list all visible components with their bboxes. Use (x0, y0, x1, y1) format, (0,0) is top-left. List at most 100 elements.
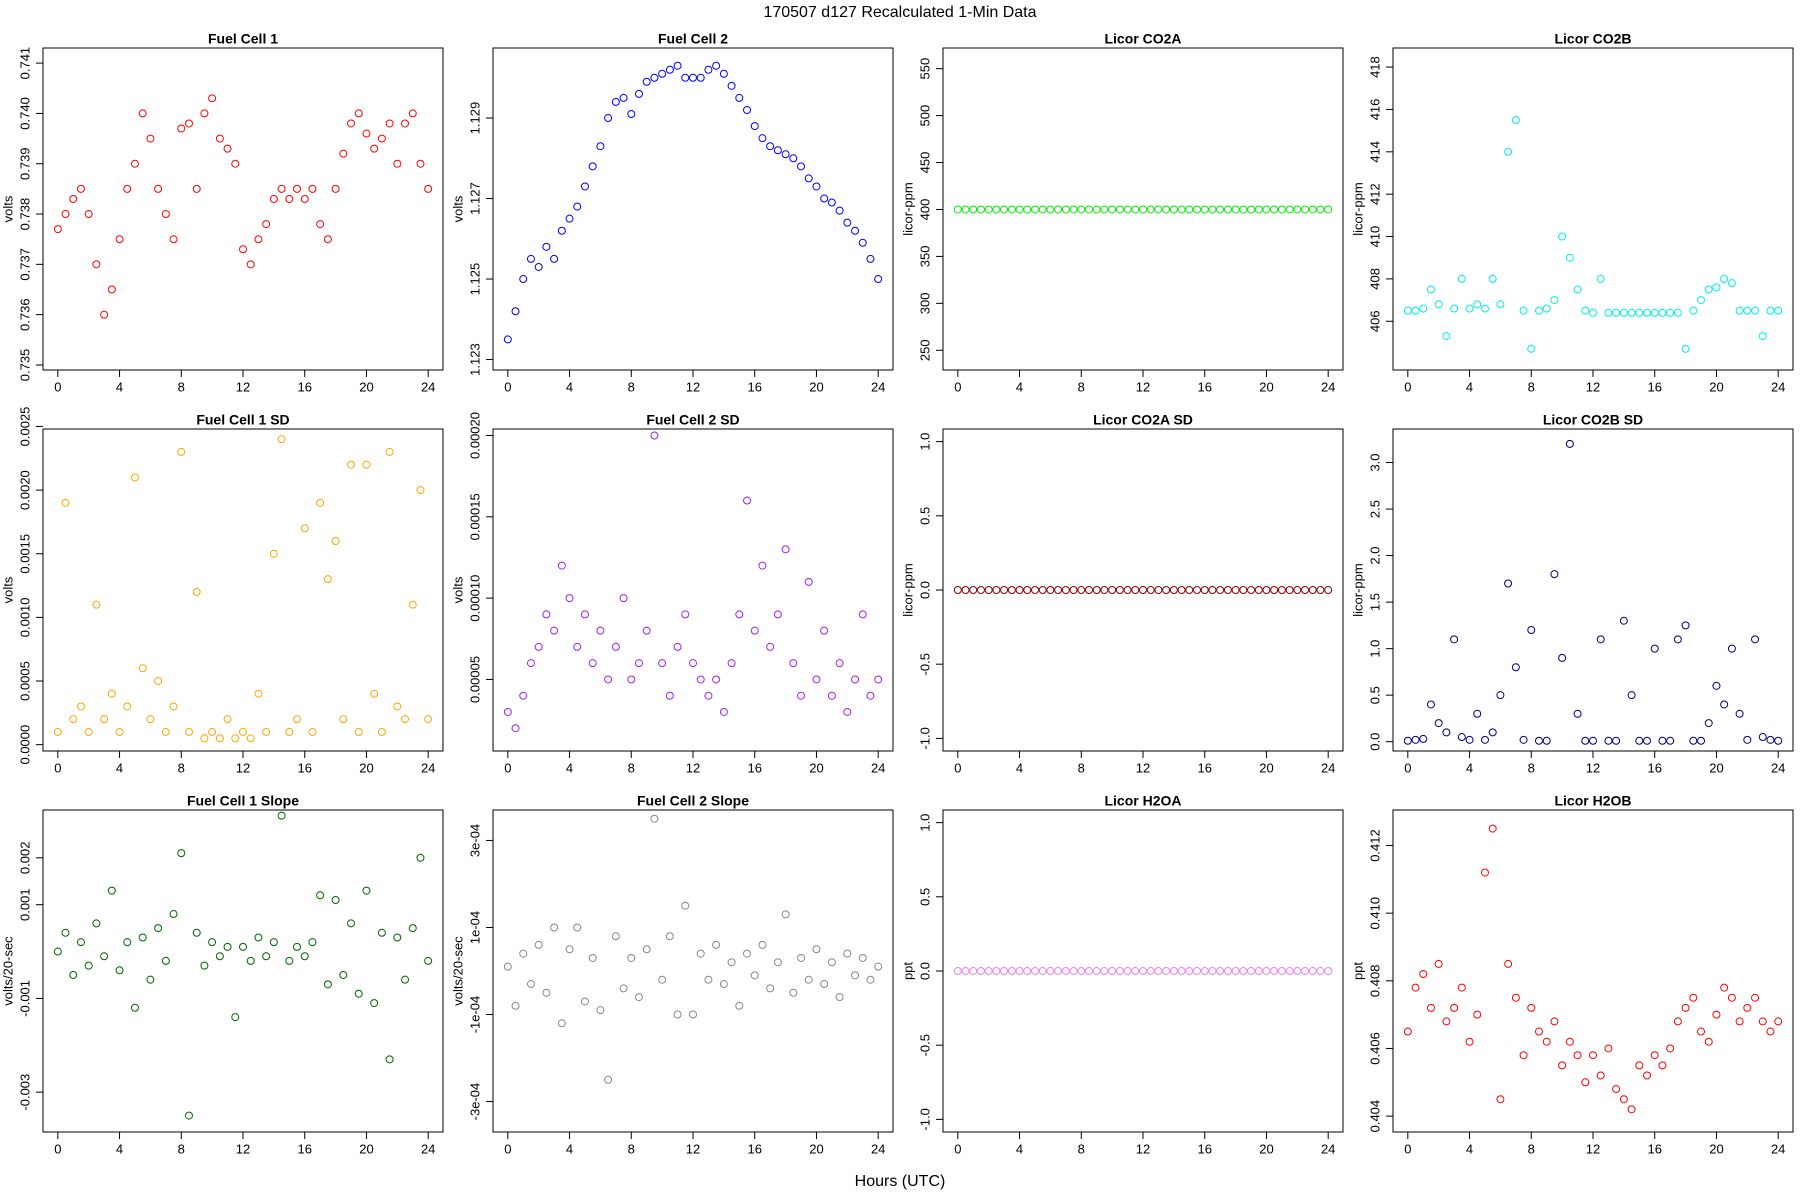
data-point (1542, 304, 1551, 313)
data-point (1504, 147, 1513, 156)
data-point (619, 93, 628, 102)
data-point (696, 675, 705, 684)
data-point (704, 691, 713, 700)
data-point (1046, 205, 1055, 214)
data-point (285, 727, 294, 736)
data-point (1200, 205, 1209, 214)
data-point (820, 980, 829, 989)
data-point (1473, 709, 1482, 718)
data-point (681, 73, 690, 82)
data-point (511, 1001, 520, 1010)
data-point (961, 967, 970, 975)
data-point (316, 220, 325, 229)
data-point (534, 940, 543, 949)
data-point (1285, 205, 1294, 214)
data-point (416, 486, 425, 495)
data-point (1193, 967, 1202, 975)
data-point (1177, 586, 1186, 594)
data-point (650, 73, 659, 82)
data-point (1450, 635, 1459, 644)
data-point (969, 586, 978, 594)
plot-frame (492, 47, 894, 371)
x-tick-label: 20 (809, 379, 823, 394)
data-point (1681, 621, 1690, 630)
y-tick-label: 0.0 (917, 581, 932, 599)
data-point (712, 675, 721, 684)
x-tick-label: 16 (297, 1141, 311, 1156)
x-tick-label: 24 (1771, 760, 1785, 775)
data-point (1527, 1003, 1536, 1012)
data-point (719, 69, 728, 78)
data-point (130, 473, 139, 482)
data-point (1046, 586, 1055, 594)
data-point (347, 919, 356, 928)
data-point (354, 989, 363, 998)
data-point (1619, 1095, 1628, 1104)
data-point (1504, 959, 1513, 968)
data-point (961, 586, 970, 594)
data-point (1758, 733, 1767, 742)
data-point (269, 938, 278, 947)
data-point (1465, 735, 1474, 744)
y-tick-label: 500 (917, 105, 932, 127)
data-point (331, 537, 340, 545)
y-tick-label: 550 (917, 58, 932, 80)
x-tick-label: 8 (178, 1141, 185, 1156)
data-point (1457, 983, 1466, 992)
data-point (781, 545, 790, 554)
data-point (1434, 300, 1443, 309)
x-tick-label: 16 (1197, 1141, 1211, 1156)
data-point (1285, 586, 1294, 594)
x-tick-label: 0 (54, 760, 61, 775)
data-point (696, 73, 705, 82)
y-tick-label: 1.5 (1367, 593, 1382, 611)
data-point (53, 947, 62, 956)
data-point (984, 586, 993, 594)
data-point (1419, 734, 1428, 743)
data-point (208, 727, 217, 736)
data-point (347, 119, 356, 128)
data-point (1100, 967, 1109, 975)
page-title: 170507 d127 Recalculated 1-Min Data (763, 4, 1036, 21)
data-point (743, 496, 752, 505)
data-point (1681, 1003, 1690, 1012)
y-tick-label: 0.0005 (17, 661, 32, 701)
y-tick-label: 0.739 (17, 147, 32, 180)
data-point (92, 919, 101, 928)
data-point (1015, 205, 1024, 214)
data-point (1030, 205, 1039, 214)
x-tick-label: 8 (628, 1141, 635, 1156)
data-point (1465, 1037, 1474, 1046)
x-tick-label: 0 (504, 760, 511, 775)
data-point (766, 642, 775, 651)
data-point (858, 953, 867, 962)
data-point (200, 109, 209, 118)
data-point (1666, 308, 1675, 317)
data-point (1735, 1017, 1744, 1026)
y-tick-label: 0.740 (17, 97, 32, 130)
data-point (1527, 344, 1536, 353)
data-point (1727, 644, 1736, 653)
x-tick-label: 20 (809, 1141, 823, 1156)
x-tick-label: 24 (1771, 1141, 1785, 1156)
x-tick-label: 4 (116, 1141, 123, 1156)
data-point (1720, 274, 1729, 283)
data-point (1185, 205, 1194, 214)
data-point (1581, 1078, 1590, 1087)
data-point (1216, 205, 1225, 214)
data-point (377, 134, 386, 143)
data-point (192, 928, 201, 937)
data-point (1100, 586, 1109, 594)
x-tick-label: 0 (504, 379, 511, 394)
data-point (1612, 736, 1621, 745)
y-tick-label: 1.123 (467, 343, 482, 376)
data-point (1450, 304, 1459, 313)
data-point (1270, 967, 1279, 975)
data-point (658, 659, 667, 668)
data-point (696, 949, 705, 958)
data-point (377, 928, 386, 937)
data-point (1000, 967, 1009, 975)
y-tick-label: -0.001 (17, 980, 32, 1017)
data-point (665, 691, 674, 700)
data-point (239, 245, 247, 254)
